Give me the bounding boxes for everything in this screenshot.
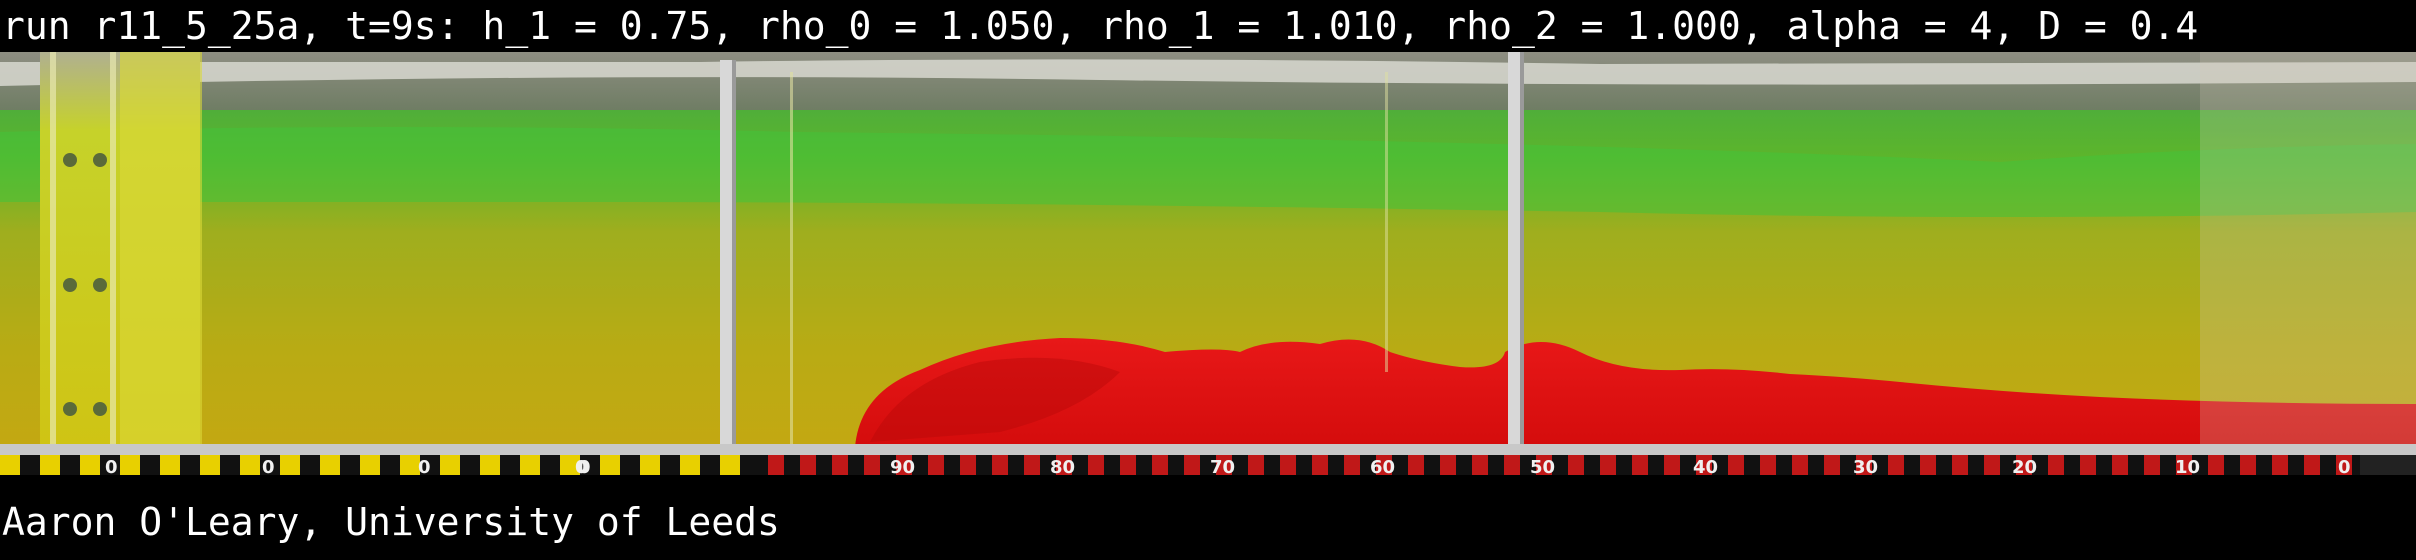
ruler-label-8: 60 [1370, 457, 1395, 478]
ruler-label-10: 40 [1693, 457, 1718, 478]
credit-caption: Aaron O'Leary, University of Leeds [0, 498, 2416, 560]
upper-layer-green [0, 127, 2416, 217]
ruler-label-2: 0 [418, 457, 431, 478]
thin-line-1 [790, 72, 793, 447]
ruler-labels: 0 0 0 0 90 80 70 60 50 40 30 20 10 00 [105, 457, 2351, 478]
ruler-label-3: 0 [575, 457, 588, 478]
ruler-label-11: 30 [1853, 457, 1878, 478]
tank-floor-rule [0, 444, 2416, 456]
ruler-label-9: 50 [1530, 457, 1555, 478]
ruler-label-14: 0 [2338, 457, 2351, 478]
gate-frame-left [50, 52, 56, 447]
measuring-rod-1-edge [732, 60, 736, 447]
end-wall [2200, 52, 2416, 447]
ruler-label-0: 0 [105, 457, 118, 478]
water-surface-band [0, 59, 2416, 86]
measuring-rod-2-edge [1520, 52, 1524, 447]
ruler-label-5: 90 [890, 457, 915, 478]
thin-line-2 [1385, 72, 1388, 372]
tank-photo: 0 0 0 0 90 80 70 60 50 40 30 20 10 00 [0, 52, 2416, 498]
ruler-label-6: 80 [1050, 457, 1075, 478]
gate-bolts [63, 153, 107, 416]
run-caption: run r11_5_25a, t=9s: h_1 = 0.75, rho_0 =… [0, 0, 2416, 52]
ruler-label-12: 20 [2012, 457, 2037, 478]
ruler-label-7: 70 [1210, 457, 1235, 478]
ruler-label-4: 0 [578, 457, 591, 478]
floor-ruler [0, 455, 2416, 498]
gravity-current-red [855, 338, 2416, 447]
lock-gate-panel [120, 52, 202, 447]
gravity-current-head-shade [870, 357, 1120, 442]
gate-frame-right [110, 52, 116, 447]
ruler-label-13: 10 [2175, 457, 2200, 478]
ruler-label-1: 0 [262, 457, 275, 478]
